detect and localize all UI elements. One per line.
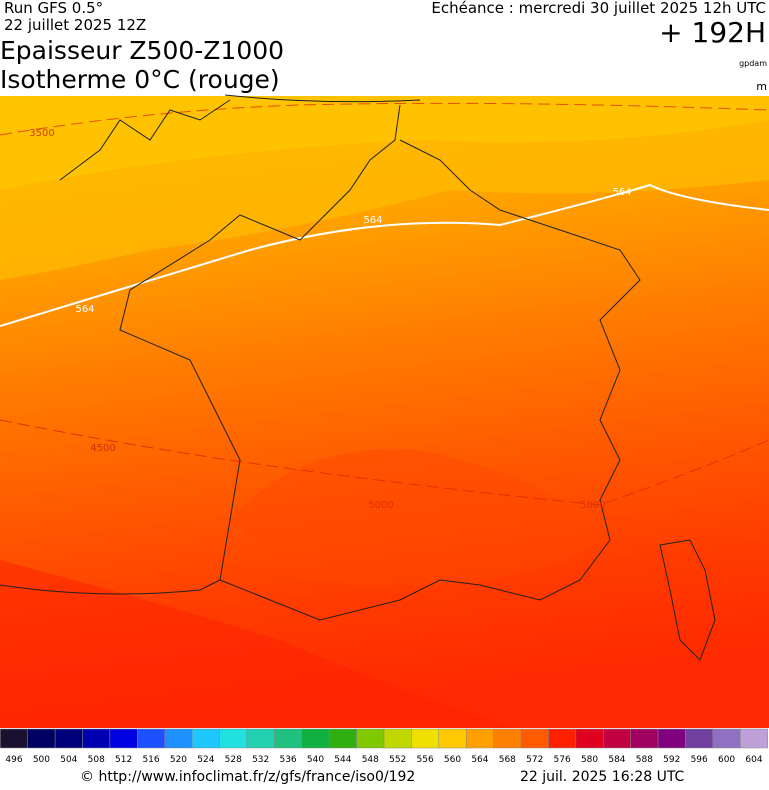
colorbar-label: 572	[526, 755, 543, 765]
colorbar-cell	[356, 728, 385, 749]
colorbar-label: 520	[170, 755, 187, 765]
colorbar-label: 548	[362, 755, 379, 765]
colorbar-label: 524	[197, 755, 214, 765]
colorbar-cell	[603, 728, 631, 749]
valid-time: Echéance : mercredi 30 juillet 2025 12h …	[431, 0, 766, 17]
map: 3500 564 564 564 4500 5000 5000	[0, 94, 769, 728]
colorbar-cell	[575, 728, 604, 749]
colorbar-cell	[274, 728, 303, 749]
iso0-contour	[0, 102, 769, 136]
band	[0, 96, 769, 190]
colorbar-cell	[0, 728, 28, 749]
colorbar-label: 552	[389, 755, 406, 765]
band	[0, 560, 520, 728]
colorbar-cell	[109, 728, 138, 749]
run-label: Run GFS 0.5°	[4, 0, 103, 17]
colorbar-label: 540	[307, 755, 324, 765]
unit-iso: m	[756, 80, 767, 93]
colorbar-label: 500	[33, 755, 50, 765]
spain-coast	[0, 579, 221, 595]
colorbar-label: 564	[471, 755, 488, 765]
colorbar-cell	[82, 728, 111, 749]
band	[230, 448, 600, 585]
contour-label: 564	[75, 304, 94, 315]
colorbar-cell	[493, 728, 522, 749]
run-date: 22 juillet 2025 12Z	[4, 16, 146, 34]
colorbar-label: 584	[608, 755, 625, 765]
colorbar-label: 508	[88, 755, 105, 765]
colorbar-cell	[383, 728, 412, 749]
colorbar-cell	[465, 728, 494, 749]
colorbar-cell	[411, 728, 440, 749]
colorbar-label: 536	[279, 755, 296, 765]
colorbar-cell	[712, 728, 741, 749]
colorbar-cell	[630, 728, 659, 749]
thickness-contour	[0, 183, 769, 327]
colorbar-label: 592	[663, 755, 680, 765]
contour-labels: 3500 564 564 564 4500 5000 5000	[29, 128, 631, 511]
colorbar-cell	[520, 728, 549, 749]
colorbar-cell	[54, 728, 83, 749]
colorbar-cell	[438, 728, 467, 749]
colorbar-cell	[548, 728, 577, 749]
colorbar-label: 504	[60, 755, 77, 765]
colorbar-cell	[137, 728, 165, 749]
contour-label: 3500	[29, 128, 54, 139]
colorbar-cell	[164, 728, 193, 749]
colorbar-label: 580	[581, 755, 598, 765]
contour-label: 5000	[368, 500, 393, 511]
contour-label: 564	[363, 215, 382, 226]
colorbar-label: 588	[636, 755, 653, 765]
footer-date: 22 juil. 2025 16:28 UTC	[520, 769, 685, 785]
unit-thickness: gpdam	[739, 59, 767, 68]
title-1: Epaisseur Z500-Z1000	[0, 36, 284, 65]
colorbar-label: 596	[691, 755, 708, 765]
colorbar-cell	[301, 728, 330, 749]
colorbar-label: 600	[718, 755, 735, 765]
contour-label: 4500	[90, 443, 115, 454]
colorbar-cell	[27, 728, 56, 749]
colorbar-label: 496	[5, 755, 22, 765]
colorbar-label: 604	[745, 755, 762, 765]
colorbar-cell	[685, 728, 714, 749]
colorbar-label: 516	[142, 755, 159, 765]
colorbar-label: 544	[334, 755, 351, 765]
colorbar-cell	[740, 728, 768, 749]
france-border	[119, 94, 641, 621]
colorbar-label: 512	[115, 755, 132, 765]
colorbar-label: 560	[444, 755, 461, 765]
colorbar-cell	[657, 728, 686, 749]
colorbar-label: 528	[225, 755, 242, 765]
corsica	[659, 539, 716, 661]
uk-coast	[59, 99, 231, 181]
lead-time: + 192H	[659, 16, 766, 49]
colorbar-label: 532	[252, 755, 269, 765]
colorbar-cell	[191, 728, 220, 749]
contour-label: 564	[612, 187, 631, 198]
colorbar-cell	[328, 728, 357, 749]
colorbar-label: 576	[554, 755, 571, 765]
footer-source: © http://www.infoclimat.fr/z/gfs/france/…	[80, 769, 415, 785]
colorbar-label: 568	[499, 755, 516, 765]
colorbar-cell	[246, 728, 275, 749]
colorbar: 496 500 504 508 512 516 520 524 528 532 536 540 544 5…	[0, 728, 768, 765]
contour-label: 5000	[580, 500, 605, 511]
title-2: Isotherme 0°C (rouge)	[0, 65, 280, 94]
colorbar-cell	[219, 728, 248, 749]
colorbar-label: 556	[417, 755, 434, 765]
iso0-contour	[0, 419, 769, 506]
